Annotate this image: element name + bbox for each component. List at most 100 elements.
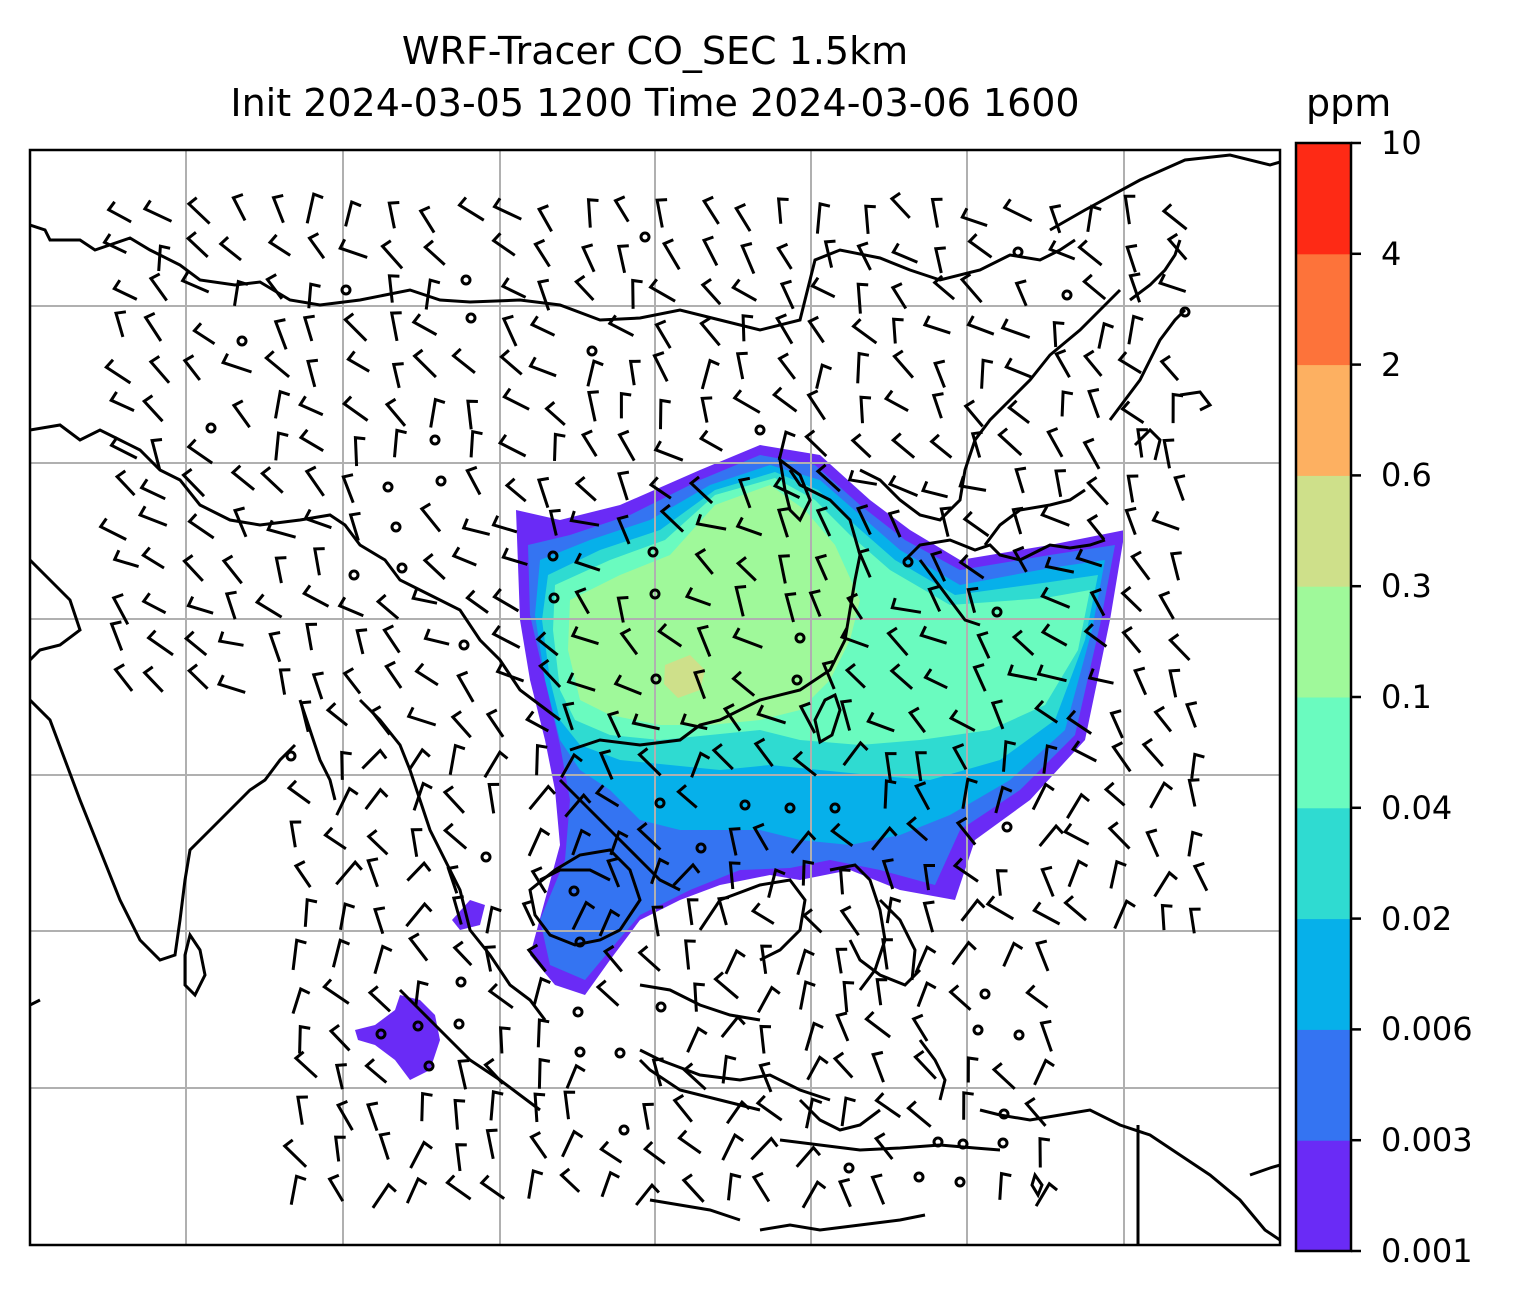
- wind-barb: [1040, 623, 1068, 647]
- wind-barb: [380, 239, 404, 270]
- wind-barb: [756, 985, 781, 1014]
- wind-barb: [1063, 895, 1087, 922]
- wind-barb: [696, 624, 712, 657]
- wind-barbs: [98, 191, 1209, 1209]
- wind-barb: [573, 552, 601, 572]
- wind-barb: [923, 668, 948, 690]
- wind-barb: [186, 595, 214, 615]
- wind-barb: [335, 1100, 354, 1131]
- wind-barb: [293, 860, 312, 888]
- wind-barb: [559, 1167, 581, 1193]
- wind-barb: [991, 1062, 1016, 1090]
- wind-barb: [927, 585, 942, 613]
- wind-barb: [483, 945, 496, 972]
- wind-barb: [254, 593, 283, 619]
- wind-barb: [1007, 664, 1038, 682]
- wind-barb: [491, 232, 516, 257]
- wind-barb: [1192, 861, 1209, 892]
- wind-barb: [293, 1050, 318, 1079]
- wind-barb: [266, 519, 297, 539]
- wind-barb: [389, 311, 402, 342]
- wind-barb: [760, 944, 772, 975]
- wind-barb: [814, 553, 828, 581]
- wind-barb: [777, 352, 796, 380]
- wind-barb: [569, 510, 600, 527]
- wind-barb: [1086, 514, 1106, 541]
- wind-barb: [1054, 469, 1066, 498]
- calm-wind-marker: [972, 1024, 984, 1036]
- wind-barb: [114, 469, 136, 497]
- wind-barb: [499, 349, 523, 376]
- calm-wind-marker: [649, 588, 661, 600]
- wind-barb: [911, 1013, 929, 1042]
- wind-barb: [698, 429, 723, 452]
- wind-barb: [538, 658, 562, 689]
- wind-barb: [890, 282, 908, 310]
- map-title-line1: WRF-Tracer CO_SEC 1.5km: [401, 29, 909, 73]
- wind-barb: [1151, 510, 1180, 531]
- calm-wind-marker: [739, 799, 751, 811]
- wind-barb: [856, 241, 872, 271]
- wind-barb: [1014, 279, 1028, 307]
- wind-barb: [684, 586, 712, 607]
- wind-barb: [384, 397, 407, 427]
- wind-barb: [339, 902, 356, 931]
- wind-barb: [616, 596, 629, 623]
- wind-barb: [289, 820, 302, 848]
- wind-barb: [501, 314, 518, 347]
- wind-barb: [483, 1057, 505, 1085]
- wind-barb: [142, 199, 173, 223]
- wind-barb: [990, 699, 1005, 730]
- calm-wind-marker: [586, 345, 598, 357]
- wind-barb: [102, 233, 127, 255]
- calm-wind-marker: [754, 424, 766, 436]
- wind-barb: [335, 786, 359, 816]
- colorbar-segment: [1296, 475, 1351, 587]
- wind-barb: [613, 195, 630, 223]
- wind-barb: [807, 315, 825, 344]
- calm-wind-marker: [453, 1018, 465, 1030]
- wind-barb: [387, 201, 400, 229]
- calm-wind-marker: [991, 606, 1003, 618]
- wind-barb: [751, 1171, 771, 1203]
- wind-barb: [672, 862, 701, 887]
- wind-barb: [528, 784, 557, 811]
- calm-wind-marker: [791, 674, 803, 686]
- wind-barb: [795, 1145, 822, 1168]
- colorbar-tick-label: 0.04: [1381, 788, 1453, 827]
- wind-barb: [801, 859, 815, 886]
- wind-barb: [648, 278, 676, 303]
- wind-barb: [815, 506, 832, 537]
- wind-barb: [367, 985, 392, 1013]
- wind-barb: [366, 1101, 379, 1132]
- wind-barb: [305, 192, 324, 224]
- wind-barb: [609, 829, 629, 856]
- wind-barb: [839, 905, 860, 937]
- wind-barb: [701, 195, 720, 225]
- wind-barb: [851, 318, 878, 345]
- wind-barb: [842, 740, 869, 767]
- wind-barb: [109, 436, 138, 460]
- wind-barb: [366, 829, 389, 856]
- wind-barb: [452, 940, 473, 967]
- wind-barb: [722, 703, 742, 732]
- wind-barb: [1161, 203, 1188, 231]
- wind-barb: [348, 511, 361, 541]
- colorbar-tick-label: 0.003: [1381, 1121, 1473, 1160]
- wind-barb: [1188, 907, 1201, 934]
- calm-wind-marker: [932, 1136, 944, 1148]
- wind-barb: [423, 239, 446, 266]
- wind-barb: [491, 625, 521, 649]
- wind-barb: [821, 659, 836, 690]
- wind-barb: [966, 1056, 979, 1083]
- wind-barb: [776, 507, 790, 538]
- wind-barb: [931, 392, 944, 419]
- wind-barb: [451, 895, 464, 925]
- wind-barb: [1083, 623, 1108, 648]
- wind-barb: [693, 982, 705, 1012]
- wind-barb: [108, 391, 135, 412]
- wind-barb: [976, 631, 991, 659]
- wind-barb: [566, 672, 596, 692]
- wind-barb: [985, 895, 1015, 921]
- wind-barb: [1127, 314, 1144, 345]
